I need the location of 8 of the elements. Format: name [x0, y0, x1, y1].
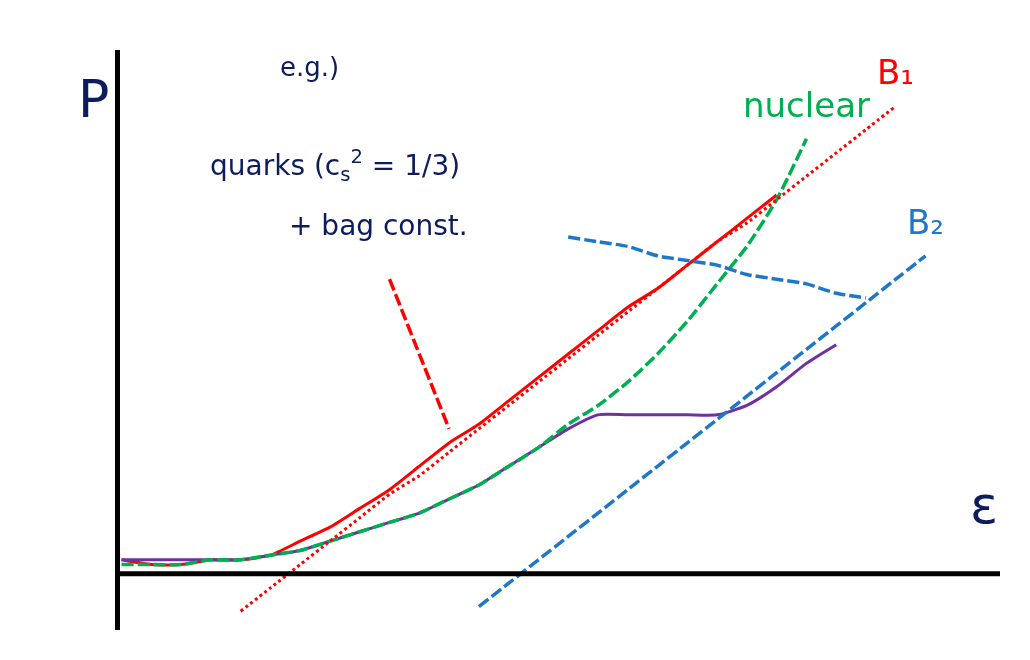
- annotation: + bag const.: [289, 209, 468, 242]
- annotation: quarks (c$_{s}$$^{2}$ = 1/3): [210, 145, 461, 186]
- y-axis-title: P: [78, 69, 110, 129]
- text: e.g.): [280, 52, 340, 82]
- x-axis-title: ε: [970, 475, 999, 535]
- series-label: B₁: [877, 52, 914, 92]
- series-label: nuclear: [743, 85, 870, 125]
- series-label: B₂: [907, 202, 944, 242]
